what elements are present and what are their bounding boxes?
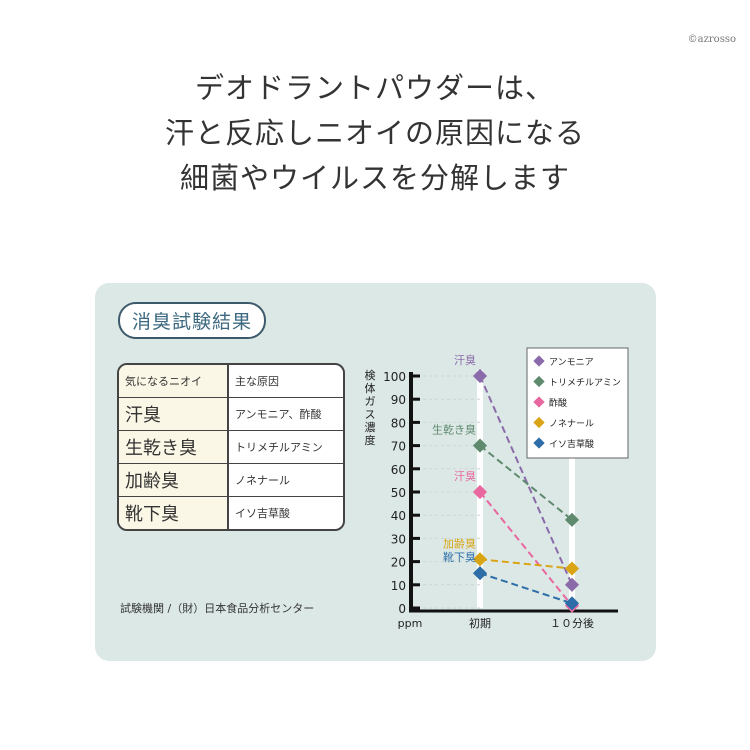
- headline-line: デオドラントパウダーは、: [194, 71, 555, 105]
- y-axis-label-char: 濃: [365, 420, 376, 434]
- headline-line: 細菌やウイルスを分解します: [179, 161, 570, 195]
- legend-marker: [533, 396, 545, 408]
- table-header-row: 気になるニオイ 主な原因: [119, 365, 343, 398]
- y-tick-label: 20: [391, 556, 406, 570]
- y-axis-label-char: 体: [365, 381, 376, 395]
- y-tick-label: 0: [398, 602, 406, 616]
- table-row: 靴下臭 イソ吉草酸: [119, 497, 343, 529]
- test-source: 試験機関 /（財）日本食品分析センター: [120, 602, 315, 615]
- series-annotation: 汗臭: [454, 469, 476, 483]
- legend-marker: [533, 416, 545, 429]
- series-annotation: 靴下臭: [443, 550, 476, 564]
- y-axis-label-char: ガ: [365, 395, 376, 408]
- series-annotation: 汗臭: [454, 353, 476, 367]
- series-annotation: 加齢臭: [443, 536, 476, 550]
- y-tick-label: 10: [391, 579, 406, 593]
- y-axis-label-char: 度: [365, 433, 376, 447]
- data-point: [472, 552, 488, 567]
- legend: [526, 347, 629, 459]
- table-header: 主な原因: [229, 365, 343, 398]
- data-point: [472, 438, 488, 453]
- legend-label: 酢酸: [549, 397, 567, 409]
- y-tick-label: 90: [391, 393, 406, 407]
- y-tick-label: 80: [391, 416, 406, 430]
- y-axis-label-char: 検: [365, 368, 376, 382]
- y-tick-label: 60: [391, 463, 406, 477]
- table-cell-odor: 加齢臭: [119, 464, 229, 497]
- headline-line: 汗と反応しニオイの原因になる: [164, 116, 585, 150]
- data-point: [472, 566, 488, 581]
- data-point: [472, 484, 488, 500]
- legend-label: イソ吉草酸: [549, 438, 594, 450]
- table-cell-odor: 生乾き臭: [119, 431, 229, 464]
- y-tick-label: 70: [391, 440, 406, 454]
- legend-label: トリメチルアミン: [549, 378, 621, 389]
- credit: ©azrosso: [687, 34, 736, 45]
- table-cell-cause: ノネナール: [229, 464, 343, 497]
- series-line: [479, 491, 573, 607]
- table-row: 生乾き臭 トリメチルアミン: [119, 431, 343, 464]
- unit-label: ppm: [398, 617, 423, 630]
- legend-label: アンモニア: [549, 358, 594, 368]
- series-annotation: 生乾き臭: [432, 423, 476, 437]
- odor-cause-table: 気になるニオイ 主な原因 汗臭 アンモニア、酢酸 生乾き臭 トリメチルアミン 加齢臭ノ…: [117, 363, 345, 531]
- table-row: 加齢臭 ノネナール: [119, 464, 343, 497]
- series-line: [479, 444, 573, 521]
- y-tick-label: 50: [391, 486, 406, 500]
- category-guide: [569, 370, 575, 608]
- table-cell-cause: トリメチルアミン: [229, 431, 343, 464]
- series-line: [479, 572, 573, 605]
- table-row: 汗臭 アンモニア、酢酸: [119, 398, 343, 431]
- data-point: [564, 561, 580, 576]
- y-tick-label: 100: [383, 370, 406, 384]
- data-point: [564, 596, 580, 611]
- table-cell-odor: 汗臭: [119, 398, 229, 431]
- legend-marker: [533, 355, 545, 367]
- x-tick-label: １０分後: [550, 616, 594, 630]
- y-tick-label: 30: [391, 532, 406, 546]
- data-point: [564, 512, 580, 527]
- y-axis-label-char: ス: [365, 408, 376, 421]
- series-line: [479, 375, 573, 586]
- panel-title-badge: 消臭試験結果: [118, 302, 267, 339]
- data-point: [564, 577, 580, 592]
- table-cell-odor: 靴下臭: [119, 497, 229, 529]
- legend-marker: [533, 375, 545, 388]
- series-line: [479, 558, 573, 570]
- headline: デオドラントパウダーは、 汗と反応しニオイの原因になる 細菌やウイルスを分解しま…: [0, 66, 750, 201]
- y-tick-label: 40: [391, 509, 406, 523]
- table-cell-cause: イソ吉草酸: [235, 507, 290, 520]
- legend-label: ノネナール: [549, 419, 594, 430]
- data-point: [472, 368, 488, 384]
- table-header: 気になるニオイ: [119, 365, 229, 398]
- x-tick-label: 初期: [469, 616, 491, 630]
- table-cell-cause: アンモニア、酢酸: [229, 398, 343, 431]
- legend-marker: [533, 437, 545, 449]
